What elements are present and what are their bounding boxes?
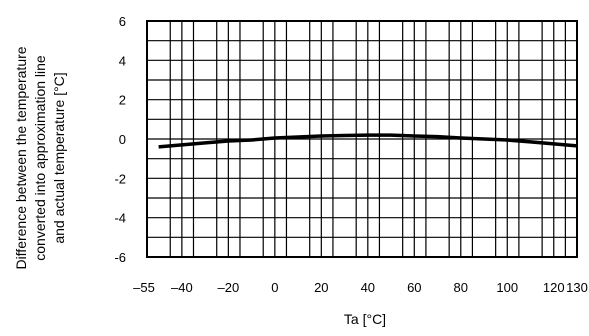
x-tick-label: –20 [217, 280, 239, 295]
x-axis-label: Ta [°C] [344, 311, 386, 327]
x-tick-label: 40 [361, 280, 375, 295]
grid [146, 20, 578, 258]
y-tick-labels: 6 4 2 0 -2 -4 -6 [114, 14, 126, 265]
x-tick-label: 0 [271, 280, 278, 295]
y-tick-label: 4 [119, 53, 126, 68]
x-tick-label: 130 [566, 280, 588, 295]
x-tick-label: 20 [314, 280, 328, 295]
series-line [158, 133, 578, 149]
x-tick-labels: –55 –40 –20 0 20 40 60 80 100 120 130 [133, 280, 588, 295]
y-tick-label: 2 [119, 93, 126, 108]
x-tick-label: 100 [496, 280, 518, 295]
y-axis-label-line-3: and actual temperature [°C] [51, 72, 67, 243]
y-tick-label: -6 [114, 250, 126, 265]
series-layer [158, 133, 578, 149]
y-axis-label-line-2: converted into approximation line [32, 55, 48, 261]
y-tick-label: 0 [119, 132, 126, 147]
y-tick-label: -2 [114, 171, 126, 186]
y-tick-label: -4 [114, 211, 126, 226]
x-tick-label: –40 [171, 280, 193, 295]
x-tick-label: 120 [543, 280, 565, 295]
x-tick-label: –55 [133, 280, 155, 295]
x-tick-label: 60 [407, 280, 421, 295]
plot-frame [146, 20, 578, 258]
y-tick-label: 6 [119, 14, 126, 29]
y-axis-label-line-1: Difference between the temperature [13, 46, 29, 269]
x-tick-label: 80 [454, 280, 468, 295]
